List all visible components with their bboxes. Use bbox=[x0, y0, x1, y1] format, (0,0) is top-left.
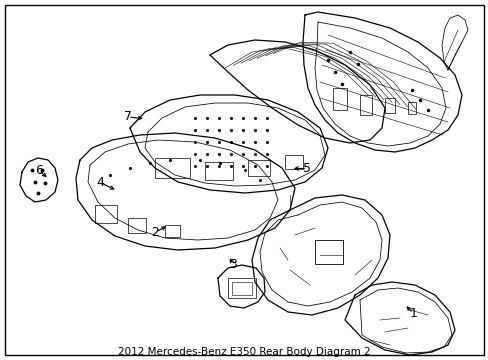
Bar bbox=[359, 95, 371, 115]
Bar bbox=[128, 218, 146, 233]
Text: 2: 2 bbox=[151, 226, 159, 239]
Bar bbox=[332, 88, 346, 110]
Bar bbox=[407, 102, 415, 114]
Text: 2012 Mercedes-Benz E350 Rear Body Diagram 2: 2012 Mercedes-Benz E350 Rear Body Diagra… bbox=[118, 347, 369, 357]
Bar bbox=[314, 240, 342, 264]
Text: 1: 1 bbox=[408, 307, 416, 320]
Text: 4: 4 bbox=[96, 176, 104, 189]
Bar bbox=[164, 225, 180, 237]
Bar bbox=[204, 162, 232, 180]
Bar bbox=[95, 205, 117, 223]
Bar bbox=[247, 160, 269, 176]
Text: 5: 5 bbox=[303, 162, 310, 175]
Text: 3: 3 bbox=[228, 258, 236, 271]
Bar bbox=[231, 282, 251, 295]
Text: 6: 6 bbox=[35, 164, 43, 177]
Bar bbox=[384, 98, 394, 113]
Bar bbox=[285, 155, 303, 169]
Bar bbox=[155, 158, 190, 178]
Bar bbox=[227, 278, 256, 298]
Text: 7: 7 bbox=[124, 111, 132, 123]
